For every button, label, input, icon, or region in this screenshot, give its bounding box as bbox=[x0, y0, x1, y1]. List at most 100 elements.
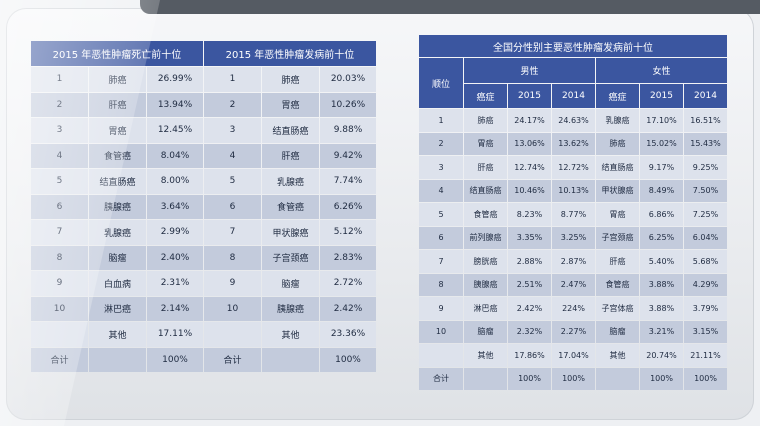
rank-cell: 9 bbox=[419, 297, 463, 320]
table-row: 6 胰腺癌 3.64% 6 食管癌 6.26% bbox=[31, 194, 376, 219]
female-cancer-header: 癌症 bbox=[596, 84, 639, 108]
incidence-cancer-cell: 胰腺癌 bbox=[262, 296, 319, 321]
table-row: 5 食管癌 8.23% 8.77% 胃癌 6.86% 7.25% bbox=[419, 203, 727, 226]
incidence-percent-cell: 23.36% bbox=[320, 322, 376, 347]
rank-cell bbox=[419, 344, 463, 367]
rank-cell: 合计 bbox=[419, 367, 463, 390]
male-cancer-cell: 胰腺癌 bbox=[464, 273, 507, 296]
death-cancer-cell: 白血病 bbox=[89, 271, 146, 296]
incidence-cancer-cell: 食管癌 bbox=[262, 194, 319, 219]
female-2015-cell: 3.88% bbox=[640, 273, 683, 296]
table-row: 4 食管癌 8.04% 4 肝癌 9.42% bbox=[31, 143, 376, 168]
male-cancer-cell: 结直肠癌 bbox=[464, 179, 507, 202]
female-cancer-cell: 子宫颈癌 bbox=[596, 226, 639, 249]
male-2015-cell: 10.46% bbox=[508, 179, 551, 202]
incidence-top10-header: 2015 年恶性肿瘤发病前十位 bbox=[204, 41, 376, 66]
male-2014-cell: 2.87% bbox=[552, 250, 595, 273]
table-row: 1 肺癌 26.99% 1 肺癌 20.03% bbox=[31, 67, 376, 92]
male-2014-cell: 2.47% bbox=[552, 273, 595, 296]
top-bezel bbox=[140, 0, 760, 14]
male-2015-cell: 12.74% bbox=[508, 156, 551, 179]
incidence-rank-cell: 3 bbox=[204, 118, 261, 143]
male-cancer-cell: 脑瘤 bbox=[464, 320, 507, 343]
female-cancer-cell: 结直肠癌 bbox=[596, 156, 639, 179]
table-row: 10 脑瘤 2.32% 2.27% 脑瘤 3.21% 3.15% bbox=[419, 320, 727, 343]
female-2015-cell: 3.88% bbox=[640, 297, 683, 320]
rank-header: 顺位 bbox=[419, 58, 463, 108]
female-2014-cell: 9.25% bbox=[684, 156, 727, 179]
table-row: 其他 17.11% 其他 23.36% bbox=[31, 322, 376, 347]
female-2015-cell: 5.40% bbox=[640, 250, 683, 273]
death-cancer-cell: 乳腺癌 bbox=[89, 220, 146, 245]
death-percent-cell: 8.00% bbox=[147, 169, 203, 194]
death-percent-cell: 2.31% bbox=[147, 271, 203, 296]
female-cancer-cell: 脑瘤 bbox=[596, 320, 639, 343]
rank-cell: 1 bbox=[419, 109, 463, 132]
table-row: 8 脑瘤 2.40% 8 子宫颈癌 2.83% bbox=[31, 245, 376, 270]
table-row: 5 结直肠癌 8.00% 5 乳腺癌 7.74% bbox=[31, 169, 376, 194]
death-rank-cell: 3 bbox=[31, 118, 88, 143]
incidence-rank-cell: 1 bbox=[204, 67, 261, 92]
male-2014-cell: 224% bbox=[552, 297, 595, 320]
death-cancer-cell: 食管癌 bbox=[89, 143, 146, 168]
table-title: 全国分性别主要恶性肿瘤发病前十位 bbox=[419, 35, 727, 57]
female-2015-cell: 100% bbox=[640, 367, 683, 390]
male-cancer-cell: 食管癌 bbox=[464, 203, 507, 226]
incidence-rank-cell: 7 bbox=[204, 220, 261, 245]
death-rank-cell: 1 bbox=[31, 67, 88, 92]
death-cancer-cell bbox=[89, 347, 146, 372]
death-cancer-cell: 肝癌 bbox=[89, 92, 146, 117]
death-cancer-cell: 脑瘤 bbox=[89, 245, 146, 270]
female-cancer-cell bbox=[596, 367, 639, 390]
female-2014-cell: 7.25% bbox=[684, 203, 727, 226]
male-2015-header: 2015 bbox=[508, 84, 551, 108]
female-2014-cell: 7.50% bbox=[684, 179, 727, 202]
male-cancer-cell: 其他 bbox=[464, 344, 507, 367]
table-row: 1 肺癌 24.17% 24.63% 乳腺癌 17.10% 16.51% bbox=[419, 109, 727, 132]
male-2015-cell: 17.86% bbox=[508, 344, 551, 367]
female-2014-cell: 15.43% bbox=[684, 132, 727, 155]
death-rank-cell: 4 bbox=[31, 143, 88, 168]
incidence-percent-cell: 7.74% bbox=[320, 169, 376, 194]
male-cancer-cell: 肺癌 bbox=[464, 109, 507, 132]
death-cancer-cell: 胃癌 bbox=[89, 118, 146, 143]
female-2015-cell: 6.25% bbox=[640, 226, 683, 249]
incidence-rank-cell: 5 bbox=[204, 169, 261, 194]
male-2014-cell: 24.63% bbox=[552, 109, 595, 132]
incidence-cancer-cell: 乳腺癌 bbox=[262, 169, 319, 194]
female-cancer-cell: 甲状腺癌 bbox=[596, 179, 639, 202]
female-2015-cell: 17.10% bbox=[640, 109, 683, 132]
male-cancer-cell: 淋巴癌 bbox=[464, 297, 507, 320]
female-2015-cell: 3.21% bbox=[640, 320, 683, 343]
death-cancer-cell: 淋巴癌 bbox=[89, 296, 146, 321]
female-2014-cell: 6.04% bbox=[684, 226, 727, 249]
table-row: 6 前列腺癌 3.35% 3.25% 子宫颈癌 6.25% 6.04% bbox=[419, 226, 727, 249]
death-percent-cell: 2.99% bbox=[147, 220, 203, 245]
male-2015-cell: 13.06% bbox=[508, 132, 551, 155]
female-2014-cell: 3.15% bbox=[684, 320, 727, 343]
incidence-percent-cell: 20.03% bbox=[320, 67, 376, 92]
table-row: 10 淋巴癌 2.14% 10 胰腺癌 2.42% bbox=[31, 296, 376, 321]
male-2014-cell: 100% bbox=[552, 367, 595, 390]
incidence-percent-cell: 100% bbox=[320, 347, 376, 372]
incidence-cancer-cell bbox=[262, 347, 319, 372]
incidence-rank-cell: 合计 bbox=[204, 347, 261, 372]
rank-cell: 10 bbox=[419, 320, 463, 343]
female-2014-header: 2014 bbox=[684, 84, 727, 108]
death-rank-cell: 2 bbox=[31, 92, 88, 117]
incidence-rank-cell: 4 bbox=[204, 143, 261, 168]
female-2015-cell: 8.49% bbox=[640, 179, 683, 202]
rank-cell: 7 bbox=[419, 250, 463, 273]
male-2015-cell: 3.35% bbox=[508, 226, 551, 249]
incidence-rank-cell: 10 bbox=[204, 296, 261, 321]
incidence-rank-cell: 2 bbox=[204, 92, 261, 117]
incidence-cancer-cell: 结直肠癌 bbox=[262, 118, 319, 143]
death-rank-cell: 9 bbox=[31, 271, 88, 296]
death-percent-cell: 2.40% bbox=[147, 245, 203, 270]
male-2014-cell: 8.77% bbox=[552, 203, 595, 226]
female-2014-cell: 5.68% bbox=[684, 250, 727, 273]
male-2015-cell: 8.23% bbox=[508, 203, 551, 226]
rank-cell: 5 bbox=[419, 203, 463, 226]
table-row: 3 肝癌 12.74% 12.72% 结直肠癌 9.17% 9.25% bbox=[419, 156, 727, 179]
rank-cell: 6 bbox=[419, 226, 463, 249]
